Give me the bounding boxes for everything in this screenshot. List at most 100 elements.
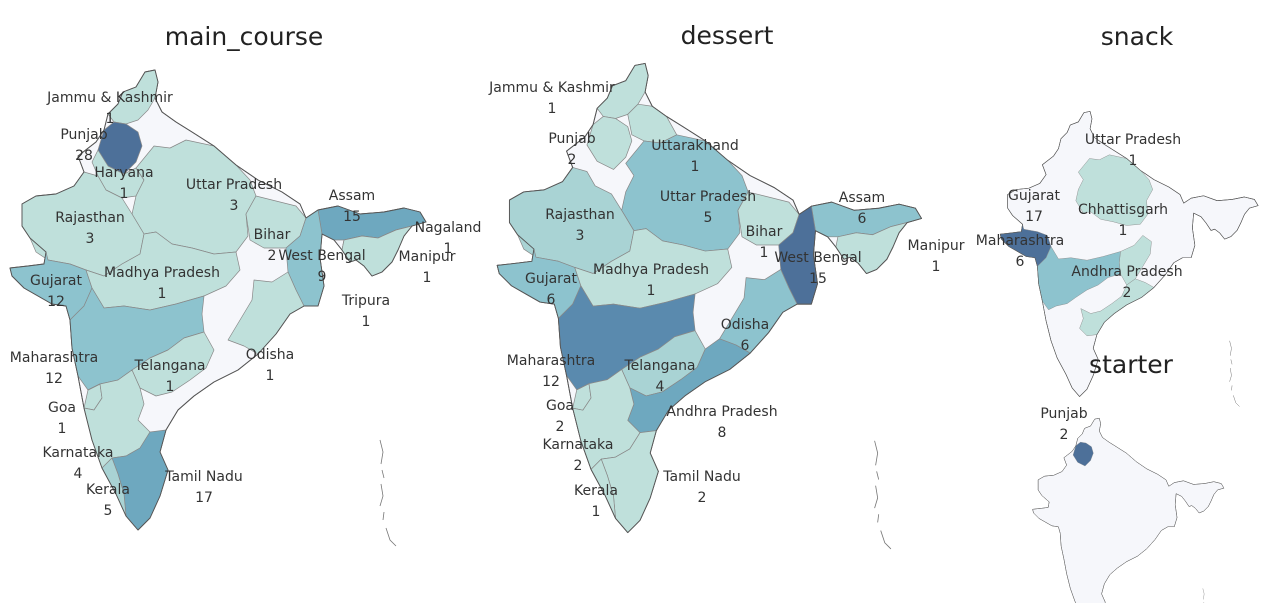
state-name-label: Punjab [548, 131, 595, 147]
state-value-label: 12 [47, 294, 65, 310]
state-name-label: Gujarat [525, 271, 578, 287]
state-value-label: 5 [104, 503, 113, 519]
state-name-label: Tripura [341, 293, 390, 309]
map-panel-1: dessert Jammu & Kashmir 1 Punjab 2 Uttarakhan… [488, 21, 965, 550]
state-value-label: 1 [1129, 153, 1138, 169]
map-title: dessert [681, 21, 774, 50]
state-value-label: 2 [568, 152, 577, 168]
map-panel-3: starter Punjab 2 [1032, 350, 1225, 603]
map-panel-2: snack Uttar Pradesh 1 Gujarat 17 Chhattisgarh… [976, 22, 1259, 407]
state-value-label: 5 [704, 210, 713, 226]
state-name-label: Tamil Nadu [164, 469, 243, 485]
state-value-label: 6 [1016, 254, 1025, 270]
state-name-label: Goa [546, 398, 574, 414]
state-name-label: Bihar [746, 224, 783, 240]
state-value-label: 3 [86, 231, 95, 247]
india-map [1032, 417, 1225, 603]
state-name-label: Odisha [721, 317, 770, 333]
state-name-label: Uttar Pradesh [1085, 132, 1181, 148]
state-name-label: Jammu & Kashmir [46, 90, 173, 106]
islands [874, 440, 892, 550]
state-value-label: 2 [1123, 285, 1132, 301]
state-value-label: 8 [718, 425, 727, 441]
state-name-label: Kerala [86, 482, 130, 498]
state-name-label: Punjab [1040, 406, 1087, 422]
state-value-label: 15 [809, 271, 827, 287]
state-name-label: Manipur [908, 238, 965, 254]
state-value-label: 6 [547, 292, 556, 308]
state-value-label: 1 [58, 421, 67, 437]
state-name-label: Madhya Pradesh [593, 262, 709, 278]
state-name-label: Rajasthan [55, 210, 125, 226]
state-value-label: 2 [1060, 427, 1069, 443]
state-name-label: Manipur [399, 249, 456, 265]
state-name-label: Gujarat [1008, 188, 1061, 204]
state-name-label: Chhattisgarh [1078, 202, 1168, 218]
state-region[interactable] [317, 205, 427, 241]
state-name-label: Goa [48, 400, 76, 416]
state-name-label: Maharashtra [976, 233, 1064, 249]
state-name-label: Uttarakhand [651, 138, 738, 154]
state-name-label: Nagaland [415, 220, 482, 236]
state-value-label: 2 [268, 248, 277, 264]
state-name-label: Telangana [623, 358, 695, 374]
state-name-label: Tamil Nadu [662, 469, 741, 485]
state-value-label: 1 [444, 241, 453, 257]
state-value-label: 2 [556, 419, 565, 435]
state-value-label: 1 [120, 186, 129, 202]
state-value-label: 3 [230, 198, 239, 214]
state-name-label: Rajasthan [545, 207, 615, 223]
state-value-label: 17 [195, 490, 213, 506]
state-value-label: 2 [698, 490, 707, 506]
state-name-label: Uttar Pradesh [660, 189, 756, 205]
state-value-label: 28 [75, 148, 93, 164]
islands [379, 439, 397, 547]
state-value-label: 6 [858, 211, 867, 227]
state-name-label: Bihar [254, 227, 291, 243]
state-name-label: Telangana [133, 358, 205, 374]
state-name-label: Karnataka [43, 445, 114, 461]
state-name-label: Maharashtra [10, 350, 98, 366]
state-value-label: 3 [576, 228, 585, 244]
state-name-label: West Bengal [278, 248, 365, 264]
state-value-label: 12 [45, 371, 63, 387]
state-value-label: 12 [542, 374, 560, 390]
state-value-label: 1 [423, 270, 432, 286]
state-value-label: 1 [760, 245, 769, 261]
state-value-label: 1 [548, 101, 557, 117]
map-title: starter [1089, 350, 1174, 379]
map-title: main_course [165, 22, 324, 51]
state-value-label: 15 [343, 209, 361, 225]
state-name-label: Kerala [574, 483, 618, 499]
state-name-label: Andhra Pradesh [666, 404, 777, 420]
state-value-label: 2 [574, 458, 583, 474]
state-value-label: 1 [647, 283, 656, 299]
state-value-label: 1 [362, 314, 371, 330]
state-value-label: 4 [656, 379, 665, 395]
islands [1202, 588, 1211, 603]
state-name-label: Punjab [60, 127, 107, 143]
state-name-label: Maharashtra [507, 353, 595, 369]
state-value-label: 1 [266, 368, 275, 384]
state-value-label: 1 [106, 111, 115, 127]
state-value-label: 1 [1119, 223, 1128, 239]
state-value-label: 17 [1025, 209, 1043, 225]
state-value-label: 4 [74, 466, 83, 482]
state-name-label: Karnataka [543, 437, 614, 453]
state-name-label: Jammu & Kashmir [488, 80, 615, 96]
islands [1229, 340, 1240, 407]
state-value-label: 1 [691, 159, 700, 175]
state-name-label: Assam [329, 188, 375, 204]
state-name-label: Odisha [246, 347, 295, 363]
map-title: snack [1101, 22, 1174, 51]
state-name-label: Haryana [94, 165, 153, 181]
state-value-label: 1 [592, 504, 601, 520]
state-name-label: Uttar Pradesh [186, 177, 282, 193]
state-value-label: 1 [158, 286, 167, 302]
state-value-label: 9 [318, 269, 327, 285]
state-name-label: Assam [839, 190, 885, 206]
state-value-label: 6 [741, 338, 750, 354]
state-name-label: Andhra Pradesh [1071, 264, 1182, 280]
